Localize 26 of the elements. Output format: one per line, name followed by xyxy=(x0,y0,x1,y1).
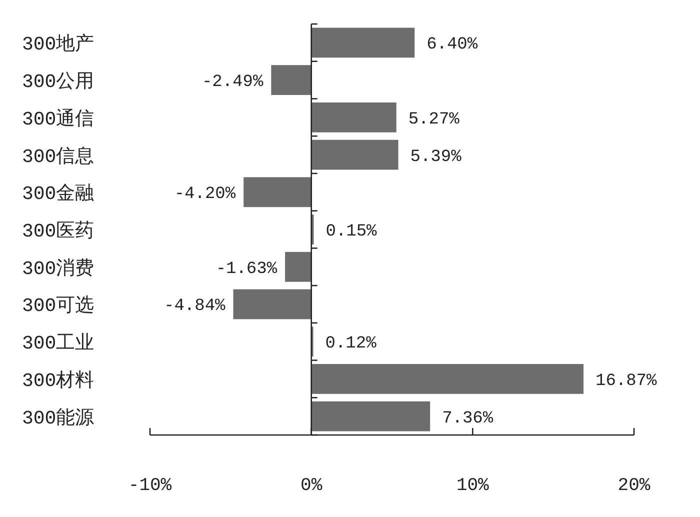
y-tick-label: 300能源 xyxy=(22,407,94,430)
data-label: 6.40% xyxy=(426,36,478,55)
data-label: 16.87% xyxy=(596,372,658,391)
y-tick-label: 300可选 xyxy=(22,295,94,318)
x-tick-label: 0% xyxy=(300,476,322,496)
x-tick-label: 20% xyxy=(618,476,650,496)
y-tick-label: 300医药 xyxy=(22,220,94,242)
data-label: 5.39% xyxy=(410,148,462,167)
y-tick-label: 300通信 xyxy=(22,108,94,130)
y-tick-label: 300工业 xyxy=(22,332,94,355)
y-tick-label: 300消费 xyxy=(22,258,94,280)
x-tick-label: 10% xyxy=(456,476,490,496)
data-label: 5.27% xyxy=(408,110,460,130)
data-label: -4.84% xyxy=(164,297,226,316)
y-tick-label: 300材料 xyxy=(22,370,94,392)
data-label: 0.15% xyxy=(326,222,378,242)
y-tick-label: 300公用 xyxy=(22,71,94,94)
y-tick-label: 300金融 xyxy=(22,183,94,206)
data-label: 7.36% xyxy=(442,409,494,428)
y-tick-label: 300地产 xyxy=(22,34,94,56)
data-label: 0.12% xyxy=(325,334,378,354)
data-label: -4.20% xyxy=(174,185,236,204)
y-tick-label: 300信息 xyxy=(22,146,94,168)
data-label: -1.63% xyxy=(216,260,278,279)
data-label: -2.49% xyxy=(202,73,264,92)
x-tick-label: -10% xyxy=(128,476,172,496)
